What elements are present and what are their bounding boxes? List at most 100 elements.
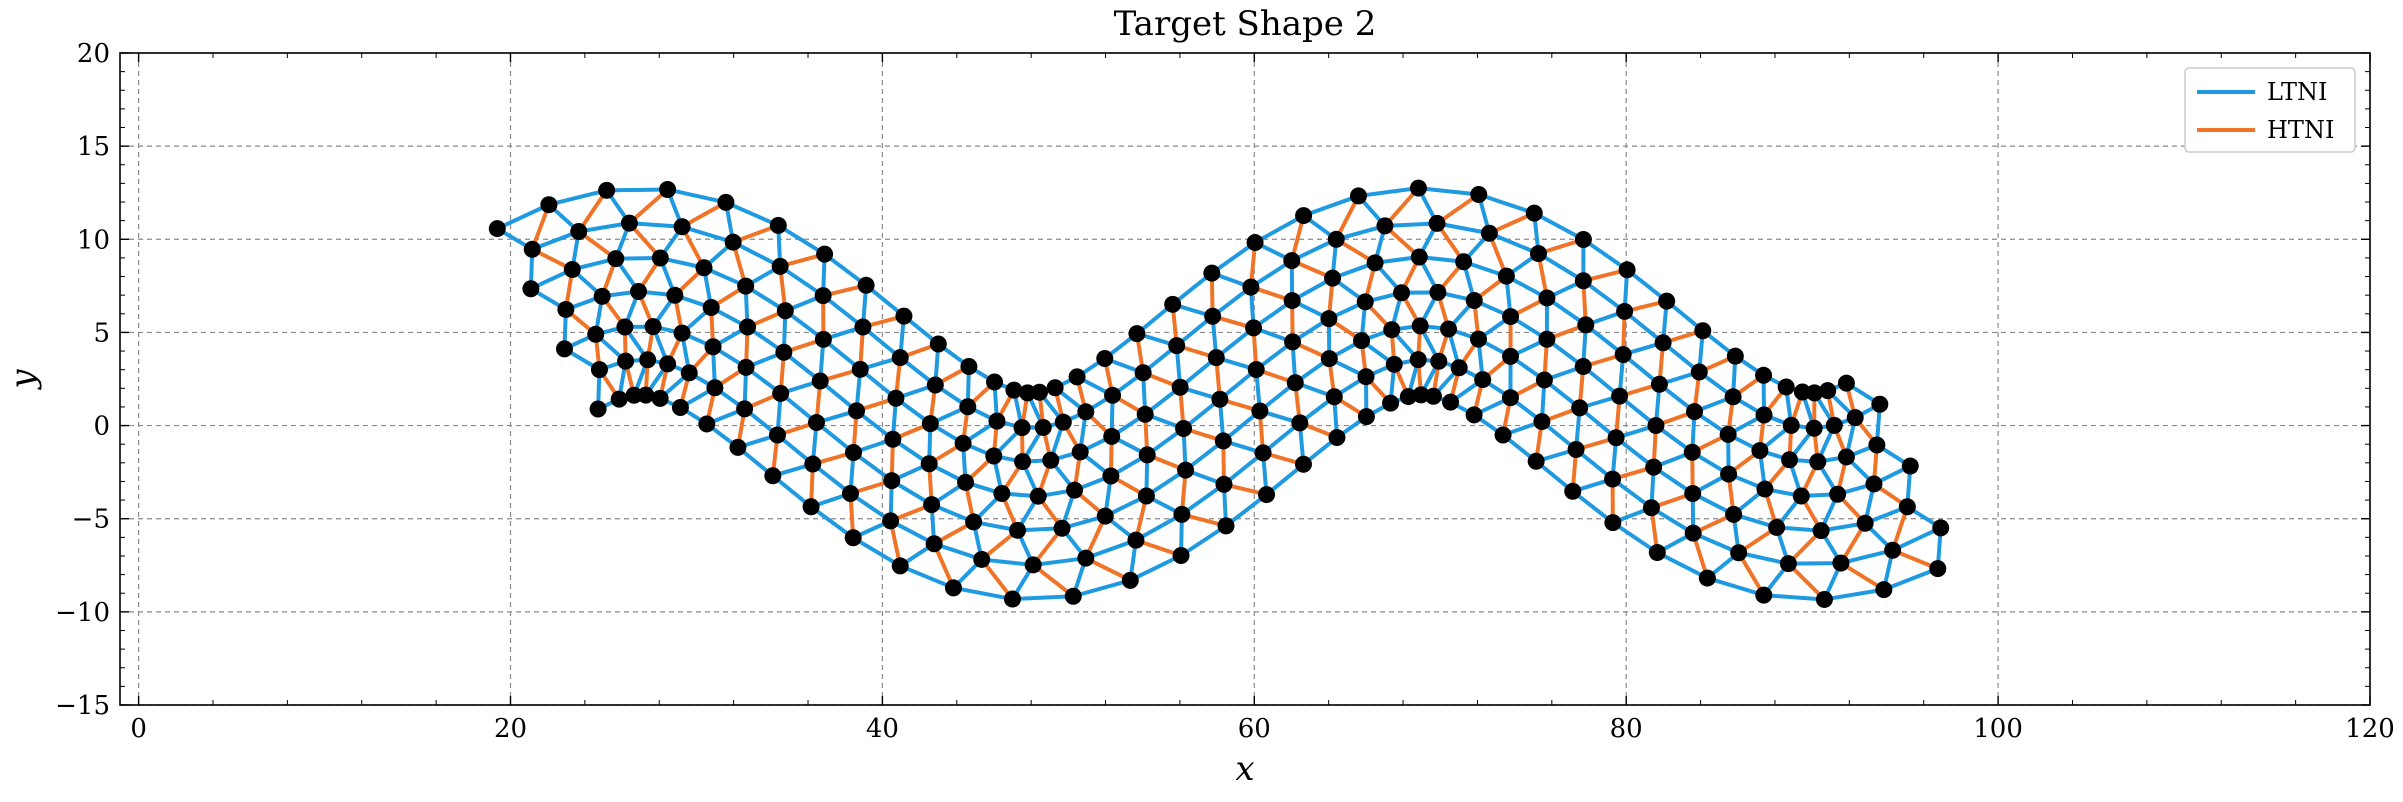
x-tick-label-2: 40 (866, 714, 899, 744)
node-point-219 (1655, 334, 1672, 351)
y-tick-label-7: 20 (77, 39, 110, 69)
node-point-155 (652, 250, 669, 267)
node-point-191 (570, 223, 587, 240)
node-point-68 (1604, 471, 1621, 488)
node-point-100 (1412, 317, 1429, 334)
node-point-21 (1358, 408, 1375, 425)
node-point-135 (1320, 310, 1337, 327)
node-point-189 (1868, 436, 1885, 453)
node-point-212 (1328, 231, 1345, 248)
node-point-60 (1386, 356, 1403, 373)
node-point-196 (815, 287, 832, 304)
node-point-200 (959, 398, 976, 415)
node-point-166 (1042, 452, 1059, 469)
node-point-59 (1358, 368, 1375, 385)
node-point-259 (1727, 348, 1744, 365)
node-point-76 (556, 340, 573, 357)
node-point-75 (1932, 519, 1949, 536)
node-point-229 (540, 196, 557, 213)
ltni-link-38 (1012, 596, 1073, 599)
ltni-link-674 (607, 189, 668, 190)
node-point-129 (1102, 467, 1119, 484)
node-point-12 (945, 579, 962, 596)
node-point-0 (590, 401, 607, 418)
x-axis-label: x (1235, 749, 1254, 789)
node-point-163 (955, 435, 972, 452)
node-point-90 (1054, 520, 1071, 537)
node-point-169 (1137, 406, 1154, 423)
node-point-49 (926, 535, 943, 552)
node-point-88 (965, 513, 982, 530)
node-point-145 (1684, 444, 1701, 461)
node-point-69 (1643, 499, 1660, 516)
node-point-179 (1538, 289, 1555, 306)
x-tick-label-5: 100 (1973, 714, 2023, 744)
node-point-86 (883, 472, 900, 489)
node-point-192 (621, 215, 638, 232)
node-point-27 (1466, 406, 1483, 423)
node-point-221 (1725, 388, 1742, 405)
node-point-188 (1838, 448, 1855, 465)
node-point-258 (1694, 322, 1711, 339)
node-point-42 (681, 364, 698, 381)
node-point-119 (739, 319, 756, 336)
node-point-40 (639, 351, 656, 368)
node-point-257 (1658, 293, 1675, 310)
node-point-224 (1806, 420, 1823, 437)
node-point-85 (845, 444, 862, 461)
node-point-113 (1899, 498, 1916, 515)
node-point-165 (1014, 453, 1031, 470)
node-point-218 (1616, 303, 1633, 320)
node-point-125 (957, 474, 974, 491)
node-point-116 (630, 283, 647, 300)
node-point-48 (882, 512, 899, 529)
node-point-132 (1211, 391, 1228, 408)
node-point-54 (1173, 506, 1190, 523)
node-point-197 (854, 318, 871, 335)
node-point-161 (887, 390, 904, 407)
node-point-255 (1575, 231, 1592, 248)
legend-label-htni: HTNI (2267, 116, 2334, 144)
node-point-67 (1568, 441, 1585, 458)
node-point-176 (1411, 248, 1428, 265)
node-point-121 (812, 372, 829, 389)
node-point-225 (1826, 417, 1843, 434)
node-point-1 (611, 391, 628, 408)
node-point-91 (1097, 508, 1114, 525)
node-point-213 (1376, 217, 1393, 234)
node-point-139 (1466, 292, 1483, 309)
node-point-109 (1725, 506, 1742, 523)
node-point-43 (706, 379, 723, 396)
node-point-81 (705, 338, 722, 355)
y-tick-label-4: 5 (93, 318, 110, 348)
node-point-175 (1367, 254, 1384, 271)
node-point-104 (1536, 371, 1553, 388)
node-point-223 (1783, 417, 1800, 434)
node-point-102 (1470, 331, 1487, 348)
node-point-93 (1177, 462, 1194, 479)
node-point-79 (645, 318, 662, 335)
node-point-84 (808, 414, 825, 431)
node-point-51 (1025, 556, 1042, 573)
node-point-250 (1295, 207, 1312, 224)
node-point-101 (1440, 320, 1457, 337)
node-point-61 (1410, 351, 1427, 368)
node-point-92 (1138, 487, 1155, 504)
node-point-87 (923, 496, 940, 513)
node-point-208 (1168, 337, 1185, 354)
node-point-138 (1429, 284, 1446, 301)
node-point-103 (1502, 348, 1519, 365)
node-point-193 (674, 218, 691, 235)
node-point-217 (1575, 272, 1592, 289)
node-point-149 (1829, 486, 1846, 503)
node-point-131 (1175, 420, 1192, 437)
node-point-146 (1720, 466, 1737, 483)
node-point-235 (858, 277, 875, 294)
node-point-236 (895, 308, 912, 325)
node-point-170 (1172, 379, 1189, 396)
node-point-243 (1047, 379, 1064, 396)
node-point-162 (922, 415, 939, 432)
node-point-226 (1847, 409, 1864, 426)
